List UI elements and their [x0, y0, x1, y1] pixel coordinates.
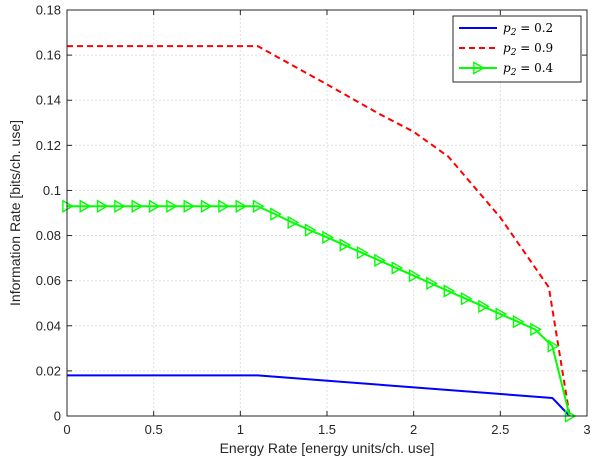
y-tick-label: 0.12: [36, 138, 61, 153]
data-point: [339, 238, 352, 252]
legend-item: p2 = 0.2: [459, 21, 553, 38]
data-point: [131, 199, 144, 213]
data-point: [148, 199, 161, 213]
y-axis-label: Information Rate [bits/ch. use]: [7, 120, 23, 306]
x-axis-label: Energy Rate [energy units/ch. use]: [220, 440, 435, 456]
data-point: [512, 315, 525, 329]
x-tick-label: 0: [63, 422, 70, 437]
data-point: [62, 199, 74, 213]
ticks: 0 0.5 1 1.5 2 2.5 3 0 0.02 0.04 0.06 0.08 0.1 0.12 0.1…: [36, 3, 591, 438]
data-point: [200, 199, 213, 213]
legend-marker: [473, 61, 485, 75]
data-point: [270, 207, 282, 221]
data-point: [391, 261, 404, 275]
data-point: [478, 299, 490, 314]
data-point: [408, 268, 421, 283]
data-point: [166, 199, 178, 213]
data-point: [443, 284, 456, 298]
series-line: [67, 374, 571, 417]
y-tick-label: 0.16: [36, 48, 61, 63]
y-tick-label: 0: [54, 409, 61, 424]
legend: p2 = 0.2 p2 = 0.9 p2 = 0.4: [452, 15, 582, 83]
data-point: [287, 215, 300, 230]
legend-item: p2 = 0.4: [459, 61, 554, 78]
data-point: [356, 245, 369, 260]
data-point: [114, 199, 126, 213]
legend-item: p2 = 0.9: [459, 41, 553, 58]
data-point: [530, 322, 542, 337]
data-point: [235, 199, 248, 213]
data-point: [183, 199, 196, 213]
x-tick-label: 1: [237, 422, 244, 437]
series-layer: [62, 45, 577, 423]
data-point: [547, 339, 560, 353]
x-tick-label: 3: [583, 422, 590, 437]
y-tick-label: 0.1: [43, 183, 61, 198]
y-tick-label: 0.04: [36, 318, 61, 333]
y-tick-label: 0.06: [36, 273, 61, 288]
y-tick-label: 0.14: [36, 93, 61, 108]
y-tick-label: 0.02: [36, 363, 61, 378]
legend-label: p2 = 0.2: [503, 21, 553, 38]
data-point: [460, 292, 473, 306]
x-tick-label: 2: [410, 422, 417, 437]
legend-label: p2 = 0.9: [503, 41, 553, 58]
x-tick-label: 0.5: [145, 422, 163, 437]
series-3: [62, 199, 577, 423]
x-tick-label: 1.5: [318, 422, 336, 437]
series-1: [67, 374, 571, 417]
data-point: [252, 199, 265, 213]
data-point: [218, 199, 230, 213]
data-point: [96, 199, 109, 213]
data-point: [426, 276, 438, 291]
data-point: [79, 199, 92, 213]
data-point: [374, 253, 386, 268]
y-tick-label: 0.18: [36, 3, 61, 18]
legend-label: p2 = 0.4: [503, 61, 554, 78]
x-tick-label: 2.5: [491, 422, 509, 437]
y-tick-label: 0.08: [36, 228, 61, 243]
data-point: [304, 223, 317, 237]
data-point: [322, 230, 334, 245]
data-point: [495, 307, 508, 321]
